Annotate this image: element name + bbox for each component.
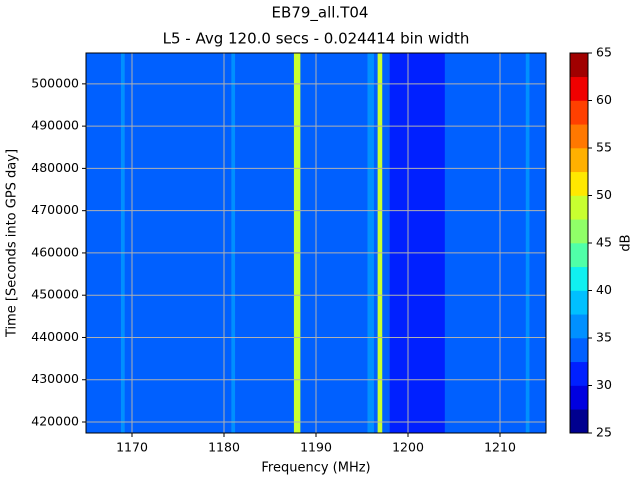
colorbar-level: [570, 338, 588, 363]
x-tick-label: 1190: [300, 440, 332, 455]
colorbar-level: [570, 53, 588, 78]
colorbar-tick-label: 60: [596, 92, 612, 107]
y-tick-label: 420000: [31, 414, 79, 429]
y-tick-label: 490000: [31, 118, 79, 133]
colorbar-level: [570, 385, 588, 410]
x-tick-label: 1180: [208, 440, 240, 455]
spectrum-band: [377, 53, 383, 433]
spectrum-band: [382, 53, 390, 433]
x-tick-label: 1200: [392, 440, 424, 455]
colorbar-level: [570, 76, 588, 101]
colorbar-level: [570, 195, 588, 220]
colorbar-level: [570, 100, 588, 125]
colorbar-level: [570, 171, 588, 196]
colorbar-level: [570, 314, 588, 339]
chart-title: EB79_all.T04: [272, 4, 369, 23]
colorbar-tick-label: 35: [596, 330, 612, 345]
colorbar-tick-label: 30: [596, 377, 612, 392]
y-tick-label: 440000: [31, 329, 79, 344]
spectrum-band: [231, 53, 236, 433]
colorbar-level: [570, 266, 588, 291]
y-tick-label: 450000: [31, 287, 79, 302]
spectrum-band: [389, 53, 446, 433]
spectrum-band: [235, 53, 295, 433]
spectrum-band: [86, 53, 122, 433]
y-tick-label: 500000: [31, 75, 79, 90]
spectrum-band: [120, 53, 125, 433]
spectrum-band: [293, 53, 301, 433]
spectrum-band: [373, 53, 378, 433]
x-tick-label: 1170: [116, 440, 148, 455]
colorbar-level: [570, 124, 588, 149]
spectrum-band: [124, 53, 232, 433]
spectrum-band: [300, 53, 368, 433]
colorbar-level: [570, 219, 588, 244]
spectrum-band: [529, 53, 547, 433]
colorbar-tick-label: 50: [596, 187, 612, 202]
colorbar-level: [570, 409, 588, 434]
plot-frame: [85, 52, 547, 434]
colorbar-label: dB: [619, 234, 634, 251]
y-tick-label: 460000: [31, 244, 79, 259]
y-tick-label: 480000: [31, 160, 79, 175]
colorbar-tick-label: 45: [596, 235, 612, 250]
y-tick-label: 470000: [31, 202, 79, 217]
colorbar-level: [570, 290, 588, 315]
y-tick-label: 430000: [31, 371, 79, 386]
colorbar-level: [570, 148, 588, 173]
colorbar-tick-label: 55: [596, 140, 612, 155]
x-axis-label: Frequency (MHz): [261, 461, 370, 476]
colorbar-tick-label: 65: [596, 45, 612, 60]
x-tick-label: 1210: [484, 440, 516, 455]
colorbar-level: [570, 361, 588, 386]
spectrum-band: [444, 53, 527, 433]
chart-subtitle: L5 - Avg 120.0 secs - 0.024414 bin width: [163, 30, 470, 48]
colorbar-level: [570, 243, 588, 268]
colorbar-tick-label: 40: [596, 282, 612, 297]
spectrum-band: [525, 53, 530, 433]
colorbar-tick-label: 25: [596, 425, 612, 440]
y-axis-label: Time [Seconds into GPS day]: [5, 149, 20, 338]
spectrum-band: [367, 53, 375, 433]
